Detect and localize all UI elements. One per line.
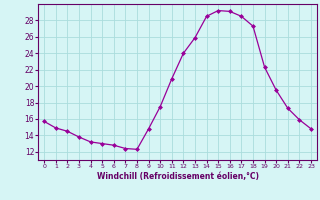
X-axis label: Windchill (Refroidissement éolien,°C): Windchill (Refroidissement éolien,°C) <box>97 172 259 181</box>
